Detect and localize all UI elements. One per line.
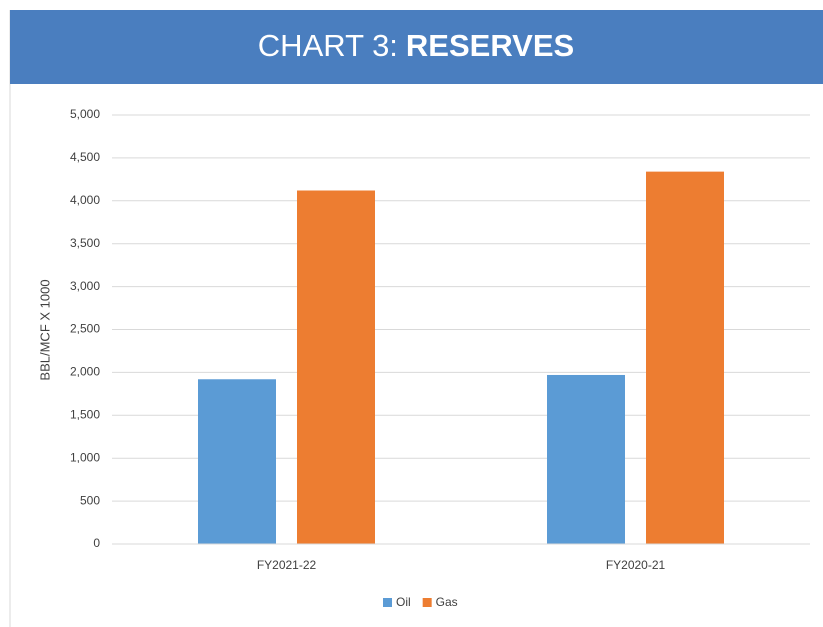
bar (198, 379, 276, 544)
legend-label: Gas (436, 595, 458, 609)
title-banner (10, 10, 823, 84)
y-tick-label: 4,500 (70, 150, 100, 164)
bar (547, 374, 625, 544)
y-tick-label: 0 (93, 536, 100, 550)
y-tick-label: 3,500 (70, 236, 100, 250)
y-tick-label: 2,500 (70, 322, 100, 336)
y-tick-label: 4,000 (70, 193, 100, 207)
y-tick-label: 1,000 (70, 450, 100, 464)
title-part: RESERVES (406, 28, 574, 63)
y-tick-label: 2,000 (70, 365, 100, 379)
title-part: CHART 3: (258, 28, 398, 63)
legend-label: Oil (396, 595, 411, 609)
legend-swatch (422, 598, 432, 607)
x-tick-label: FY2021-22 (257, 558, 317, 572)
x-tick-label: FY2020-21 (606, 558, 666, 572)
bar (297, 190, 375, 544)
y-tick-label: 3,000 (70, 279, 100, 293)
y-tick-label: 500 (80, 493, 100, 507)
y-tick-label: 5,000 (70, 107, 100, 121)
y-axis-label: BBL/MCF X 1000 (37, 279, 52, 380)
chart-title: CHART 3: RESERVES (258, 28, 574, 63)
y-tick-label: 1,500 (70, 407, 100, 421)
legend-swatch (383, 598, 392, 607)
bar (646, 171, 724, 545)
